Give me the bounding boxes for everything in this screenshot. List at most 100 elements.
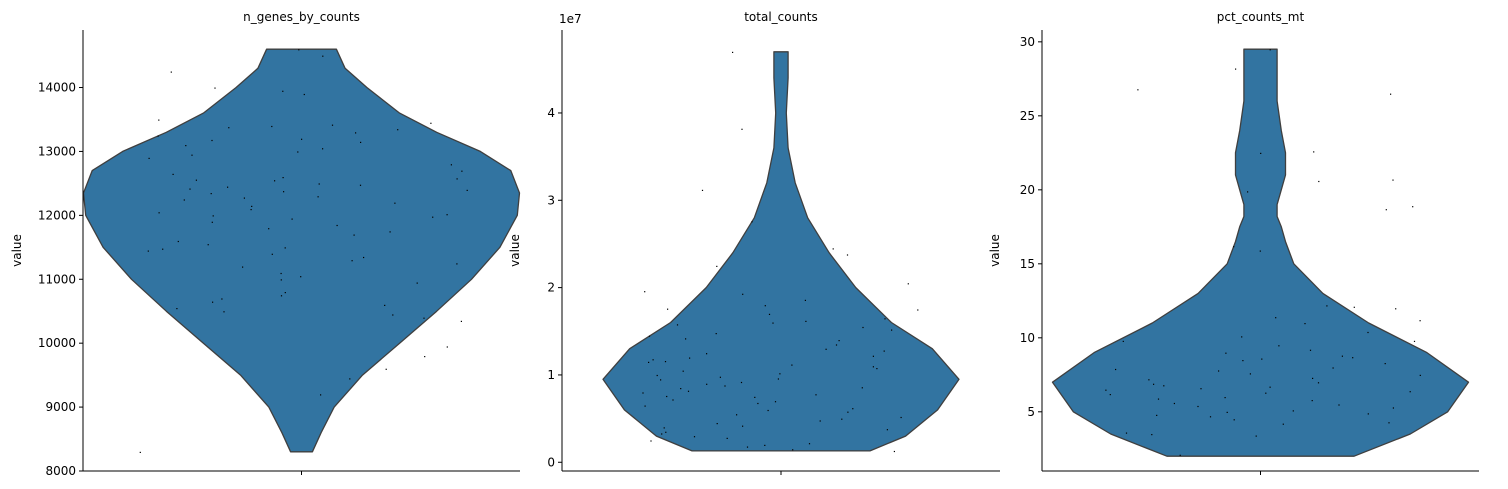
data-point bbox=[1242, 360, 1244, 362]
data-point bbox=[284, 247, 286, 249]
data-point bbox=[466, 189, 468, 191]
data-point bbox=[284, 292, 286, 294]
data-point bbox=[719, 376, 721, 378]
data-point bbox=[271, 253, 273, 255]
data-point bbox=[191, 154, 193, 156]
data-point bbox=[394, 202, 396, 204]
data-point bbox=[183, 199, 185, 201]
data-point bbox=[416, 282, 418, 284]
y-axis-offset-label: 1e7 bbox=[559, 12, 582, 26]
y-tick-label: 3 bbox=[547, 193, 555, 207]
data-point bbox=[1385, 209, 1387, 211]
data-point bbox=[706, 353, 708, 355]
data-point bbox=[1235, 68, 1237, 70]
data-point bbox=[223, 311, 225, 313]
data-point bbox=[1255, 435, 1257, 437]
data-point bbox=[1282, 423, 1284, 425]
data-point bbox=[423, 317, 425, 319]
data-point bbox=[157, 135, 159, 137]
data-point bbox=[1247, 191, 1249, 193]
data-point bbox=[280, 295, 283, 297]
data-point bbox=[1153, 383, 1155, 385]
data-point bbox=[297, 151, 299, 153]
data-point bbox=[1313, 151, 1315, 153]
data-point bbox=[1241, 336, 1243, 338]
data-point bbox=[210, 193, 212, 195]
data-point bbox=[1209, 416, 1212, 418]
data-point bbox=[768, 313, 771, 315]
data-point bbox=[450, 164, 452, 166]
data-point bbox=[1353, 306, 1355, 308]
data-point bbox=[1269, 49, 1271, 51]
data-point bbox=[353, 234, 355, 236]
data-point bbox=[318, 183, 320, 185]
data-point bbox=[349, 378, 351, 380]
y-tick-label: 15 bbox=[1020, 257, 1035, 271]
y-axis-label: value bbox=[10, 234, 24, 267]
data-point bbox=[212, 301, 214, 303]
data-point bbox=[177, 240, 179, 243]
data-point bbox=[1122, 340, 1124, 342]
data-point bbox=[360, 141, 362, 143]
data-point bbox=[852, 408, 854, 410]
data-point bbox=[726, 437, 728, 439]
data-point bbox=[170, 71, 172, 73]
data-point bbox=[1413, 340, 1416, 342]
data-point bbox=[1224, 397, 1226, 399]
data-point bbox=[664, 361, 667, 363]
data-point bbox=[214, 87, 216, 89]
data-point bbox=[397, 129, 399, 131]
data-point bbox=[430, 122, 432, 124]
data-point bbox=[1352, 357, 1354, 359]
data-point bbox=[846, 254, 849, 256]
data-point bbox=[274, 180, 276, 182]
data-point bbox=[185, 145, 187, 147]
y-axis-label: value bbox=[508, 234, 522, 267]
data-point bbox=[298, 49, 300, 51]
y-tick-label: 14000 bbox=[38, 81, 76, 95]
data-point bbox=[322, 148, 324, 150]
data-point bbox=[1367, 331, 1369, 334]
data-point bbox=[791, 364, 793, 366]
data-point bbox=[1388, 422, 1390, 424]
data-point bbox=[652, 359, 654, 361]
data-point bbox=[1312, 377, 1314, 379]
data-point bbox=[687, 390, 690, 392]
data-point bbox=[884, 318, 886, 320]
data-point bbox=[1384, 363, 1386, 365]
data-point bbox=[676, 324, 679, 326]
data-point bbox=[862, 326, 864, 329]
data-point bbox=[740, 381, 743, 384]
data-point bbox=[715, 333, 717, 335]
data-point bbox=[861, 387, 863, 389]
data-point bbox=[872, 355, 874, 357]
y-tick-label: 2 bbox=[547, 281, 555, 295]
data-point bbox=[268, 228, 270, 230]
chart-title: n_genes_by_counts bbox=[243, 10, 360, 24]
data-point bbox=[1275, 317, 1277, 319]
data-point bbox=[689, 357, 691, 359]
data-point bbox=[792, 449, 794, 451]
data-point bbox=[1179, 454, 1181, 456]
data-point bbox=[805, 320, 807, 322]
data-point bbox=[774, 401, 777, 403]
data-point bbox=[189, 188, 191, 190]
data-point bbox=[1197, 405, 1199, 408]
data-point bbox=[764, 444, 766, 446]
data-point bbox=[385, 368, 387, 370]
data-point bbox=[648, 335, 651, 337]
data-point bbox=[732, 51, 734, 53]
data-point bbox=[1367, 413, 1369, 415]
data-point bbox=[741, 128, 743, 130]
data-point bbox=[211, 139, 213, 142]
data-point bbox=[1151, 434, 1153, 436]
data-point bbox=[158, 212, 160, 214]
data-point bbox=[456, 263, 458, 265]
data-point bbox=[1419, 374, 1421, 376]
data-point bbox=[139, 451, 141, 453]
data-point bbox=[716, 423, 718, 425]
data-point bbox=[779, 373, 781, 375]
data-point bbox=[1157, 398, 1160, 400]
data-point bbox=[1218, 370, 1220, 372]
data-point bbox=[907, 283, 909, 285]
